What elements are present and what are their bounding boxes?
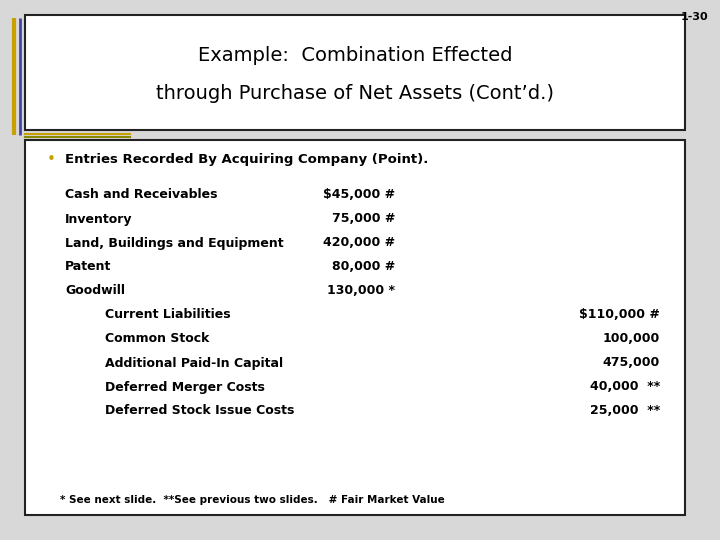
- Text: 475,000: 475,000: [603, 356, 660, 369]
- Text: 130,000 *: 130,000 *: [327, 285, 395, 298]
- Text: Common Stock: Common Stock: [105, 333, 210, 346]
- Text: 1-30: 1-30: [680, 12, 708, 22]
- Text: Deferred Merger Costs: Deferred Merger Costs: [105, 381, 265, 394]
- Text: Land, Buildings and Equipment: Land, Buildings and Equipment: [65, 237, 284, 249]
- Text: 80,000 #: 80,000 #: [332, 260, 395, 273]
- Text: Current Liabilities: Current Liabilities: [105, 308, 230, 321]
- Text: through Purchase of Net Assets (Cont’d.): through Purchase of Net Assets (Cont’d.): [156, 84, 554, 103]
- Text: 25,000  **: 25,000 **: [590, 404, 660, 417]
- Text: 40,000  **: 40,000 **: [590, 381, 660, 394]
- Text: Example:  Combination Effected: Example: Combination Effected: [198, 46, 512, 65]
- Text: Entries Recorded By Acquiring Company (Point).: Entries Recorded By Acquiring Company (P…: [65, 153, 428, 166]
- Text: Inventory: Inventory: [65, 213, 132, 226]
- Text: $45,000 #: $45,000 #: [323, 188, 395, 201]
- Text: •: •: [47, 152, 55, 167]
- Text: Additional Paid-In Capital: Additional Paid-In Capital: [105, 356, 283, 369]
- Text: * See next slide.  **See previous two slides.   # Fair Market Value: * See next slide. **See previous two sli…: [60, 495, 445, 505]
- Text: 100,000: 100,000: [603, 333, 660, 346]
- Text: $110,000 #: $110,000 #: [579, 308, 660, 321]
- Text: Deferred Stock Issue Costs: Deferred Stock Issue Costs: [105, 404, 294, 417]
- Text: 75,000 #: 75,000 #: [332, 213, 395, 226]
- Text: Goodwill: Goodwill: [65, 285, 125, 298]
- Text: 420,000 #: 420,000 #: [323, 237, 395, 249]
- Text: Cash and Receivables: Cash and Receivables: [65, 188, 217, 201]
- Bar: [25, 15, 685, 130]
- Bar: [25, 140, 685, 515]
- Text: Patent: Patent: [65, 260, 112, 273]
